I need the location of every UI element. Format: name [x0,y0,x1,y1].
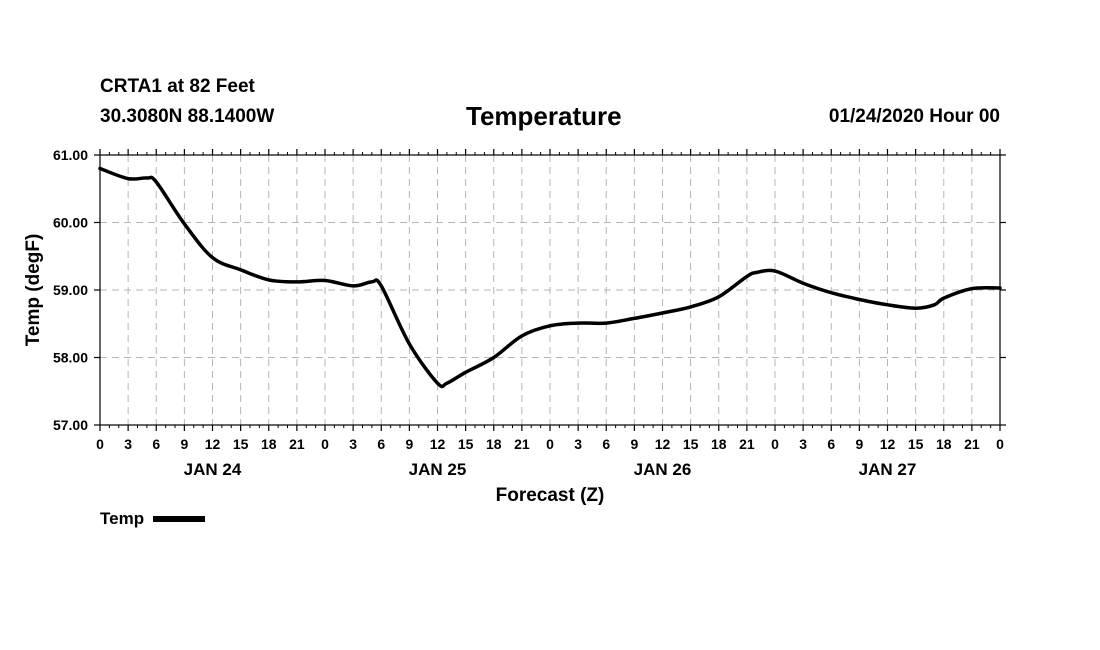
legend-swatch-temp [153,516,206,522]
station-coordinates: 30.3080N 88.1400W [100,106,275,127]
chart-grid [100,155,1000,425]
x-tick-label: 18 [261,436,277,452]
x-axis-label: Forecast (Z) [496,485,605,506]
forecast-run-time: 01/24/2020 Hour 00 [828,106,1000,127]
x-tick-label: 15 [233,436,249,452]
x-tick-label: 18 [936,436,952,452]
x-tick-label: 15 [458,436,474,452]
day-label: JAN 27 [859,460,917,479]
x-tick-label: 3 [349,436,357,452]
chart-tick-labels: 57.00 58.00 59.00 60.00 61.00 0 3 6 9 12 15 18 21 0 3 6… [53,147,1004,479]
x-tick-label: 15 [908,436,924,452]
y-tick-label: 59.00 [53,282,88,298]
x-tick-label: 18 [711,436,727,452]
x-tick-label: 15 [683,436,699,452]
station-name: CRTA1 at 82 Feet [100,76,255,97]
legend: Temp [100,509,206,529]
x-tick-label: 21 [964,436,980,452]
x-tick-label: 0 [771,436,779,452]
x-tick-label: 12 [430,436,446,452]
y-tick-label: 61.00 [53,147,88,163]
series-line-temp [98,166,1002,389]
y-tick-label: 60.00 [53,215,88,231]
plot-frame [99,154,1001,426]
x-tick-label: 0 [546,436,554,452]
x-tick-label: 6 [602,436,610,452]
x-tick-label: 21 [289,436,305,452]
x-tick-label: 6 [377,436,385,452]
x-tick-label: 6 [827,436,835,452]
x-tick-label: 12 [880,436,896,452]
x-tick-label: 9 [630,436,638,452]
y-axis-label: Temp (degF) [23,234,44,347]
x-tick-label: 9 [855,436,863,452]
x-tick-label: 21 [739,436,755,452]
x-tick-label: 18 [486,436,502,452]
x-tick-label: 3 [799,436,807,452]
x-tick-label: 21 [514,436,530,452]
x-tick-label: 0 [96,436,104,452]
x-tick-label: 0 [996,436,1004,452]
y-tick-label: 57.00 [53,417,88,433]
x-tick-label: 0 [321,436,329,452]
day-label: JAN 25 [409,460,467,479]
x-tick-label: 3 [574,436,582,452]
x-tick-label: 3 [124,436,132,452]
x-tick-label: 9 [180,436,188,452]
x-tick-label: 9 [405,436,413,452]
x-tick-label: 12 [655,436,671,452]
day-label: JAN 24 [184,460,242,479]
legend-label-temp: Temp [100,509,145,528]
x-tick-label: 12 [205,436,221,452]
chart-title: Temperature [466,101,622,131]
day-label: JAN 26 [634,460,692,479]
x-tick-label: 6 [152,436,160,452]
y-tick-label: 58.00 [53,350,88,366]
